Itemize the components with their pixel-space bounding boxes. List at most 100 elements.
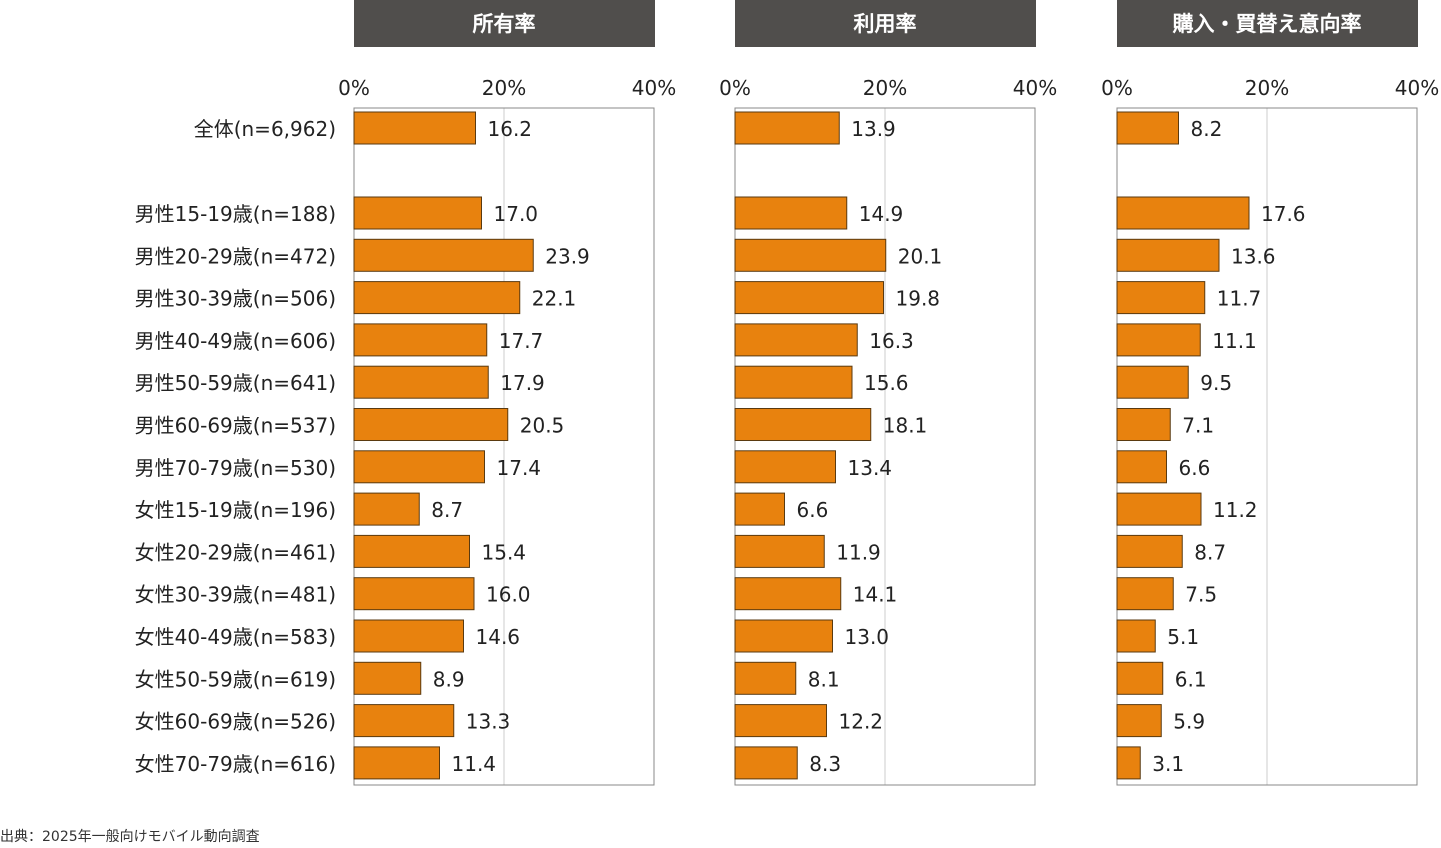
bar	[734, 534, 825, 568]
panel-header	[354, 0, 655, 47]
data-label: 8.1	[808, 667, 840, 691]
panel-title: 利用率	[854, 12, 917, 36]
x-tick-label: 20%	[482, 76, 526, 100]
data-label: 13.4	[848, 456, 893, 480]
data-label: 8.9	[433, 667, 465, 691]
bar	[353, 281, 521, 315]
bar	[1116, 534, 1183, 568]
data-label: 15.6	[864, 371, 909, 395]
data-label: 20.1	[898, 244, 943, 268]
data-label: 19.8	[896, 287, 941, 311]
bar	[1116, 577, 1174, 611]
bar	[734, 704, 827, 738]
bar	[734, 746, 798, 780]
bar	[353, 323, 488, 357]
category-label: 女性40-49歳(n=583)	[135, 625, 336, 649]
category-label: 女性30-39歳(n=481)	[135, 583, 336, 607]
data-label: 13.0	[845, 625, 890, 649]
bar	[1116, 238, 1220, 272]
data-label: 8.7	[431, 498, 463, 522]
category-label: 男性30-39歳(n=506)	[135, 287, 336, 311]
x-tick-label: 40%	[632, 76, 676, 100]
bar	[1116, 450, 1167, 484]
data-label: 9.5	[1200, 371, 1232, 395]
x-tick-label: 40%	[1013, 76, 1057, 100]
data-label: 11.9	[836, 540, 881, 564]
bar	[353, 238, 534, 272]
bar	[1116, 619, 1156, 653]
data-label: 17.0	[494, 202, 539, 226]
data-label: 17.7	[499, 329, 544, 353]
x-tick-label: 0%	[338, 76, 370, 100]
data-label: 16.3	[869, 329, 914, 353]
data-label: 23.9	[545, 244, 590, 268]
data-label: 16.0	[486, 583, 531, 607]
category-label: 女性50-59歳(n=619)	[135, 667, 336, 691]
x-tick-label: 40%	[1395, 76, 1439, 100]
data-label: 8.2	[1191, 117, 1223, 141]
bar	[734, 111, 840, 145]
data-label: 17.4	[497, 456, 542, 480]
bar	[734, 365, 853, 399]
bar	[1116, 365, 1189, 399]
bar	[734, 281, 884, 315]
data-label: 18.1	[883, 414, 928, 438]
bar	[1116, 408, 1171, 441]
bar	[353, 365, 489, 399]
category-label: 男性60-69歳(n=537)	[135, 414, 336, 438]
data-label: 20.5	[520, 414, 565, 438]
x-tick-label: 20%	[1245, 76, 1289, 100]
data-label: 11.2	[1213, 498, 1258, 522]
plot-frame	[1116, 107, 1418, 786]
bar	[353, 661, 422, 695]
x-tick-label: 0%	[719, 76, 751, 100]
bar	[734, 492, 785, 526]
panel-title: 購入・買替え意向率	[1172, 12, 1362, 36]
data-label: 8.3	[809, 752, 841, 776]
data-label: 8.7	[1194, 540, 1226, 564]
bar	[353, 111, 476, 145]
bar	[1116, 111, 1179, 145]
bar	[1116, 746, 1141, 780]
panel-title: 所有率	[473, 12, 536, 36]
category-label: 男性70-79歳(n=530)	[135, 456, 336, 480]
data-label: 14.1	[853, 583, 898, 607]
bar	[734, 661, 797, 695]
bar	[353, 196, 482, 230]
data-label: 13.3	[466, 710, 511, 734]
data-label: 11.4	[452, 752, 497, 776]
bar	[353, 704, 455, 738]
data-label: 6.6	[797, 498, 829, 522]
bar	[1116, 704, 1162, 738]
category-label: 女性15-19歳(n=196)	[135, 498, 336, 522]
data-label: 17.9	[500, 371, 545, 395]
bar	[734, 408, 872, 441]
category-label: 男性50-59歳(n=641)	[135, 371, 336, 395]
plot-frame	[734, 107, 1036, 786]
data-label: 7.1	[1182, 414, 1214, 438]
data-label: 22.1	[532, 287, 577, 311]
x-tick-label: 0%	[1101, 76, 1133, 100]
bar	[353, 534, 470, 568]
bar	[353, 619, 464, 653]
bar	[734, 619, 833, 653]
bar	[353, 450, 485, 484]
category-label: 女性70-79歳(n=616)	[135, 752, 336, 776]
data-label: 13.9	[851, 117, 896, 141]
data-label: 11.1	[1212, 329, 1257, 353]
category-label: 男性15-19歳(n=188)	[135, 202, 336, 226]
category-label: 男性40-49歳(n=606)	[135, 329, 336, 353]
bar	[734, 196, 848, 230]
data-label: 17.6	[1261, 202, 1306, 226]
bar	[734, 238, 887, 272]
bar	[353, 408, 509, 441]
panel-header	[1117, 0, 1418, 47]
bar	[1116, 281, 1206, 315]
bar	[1116, 492, 1202, 526]
category-label: 男性20-29歳(n=472)	[135, 244, 336, 268]
bar	[1116, 661, 1164, 695]
data-label: 6.6	[1179, 456, 1211, 480]
data-label: 7.5	[1185, 583, 1217, 607]
data-label: 5.9	[1173, 710, 1205, 734]
